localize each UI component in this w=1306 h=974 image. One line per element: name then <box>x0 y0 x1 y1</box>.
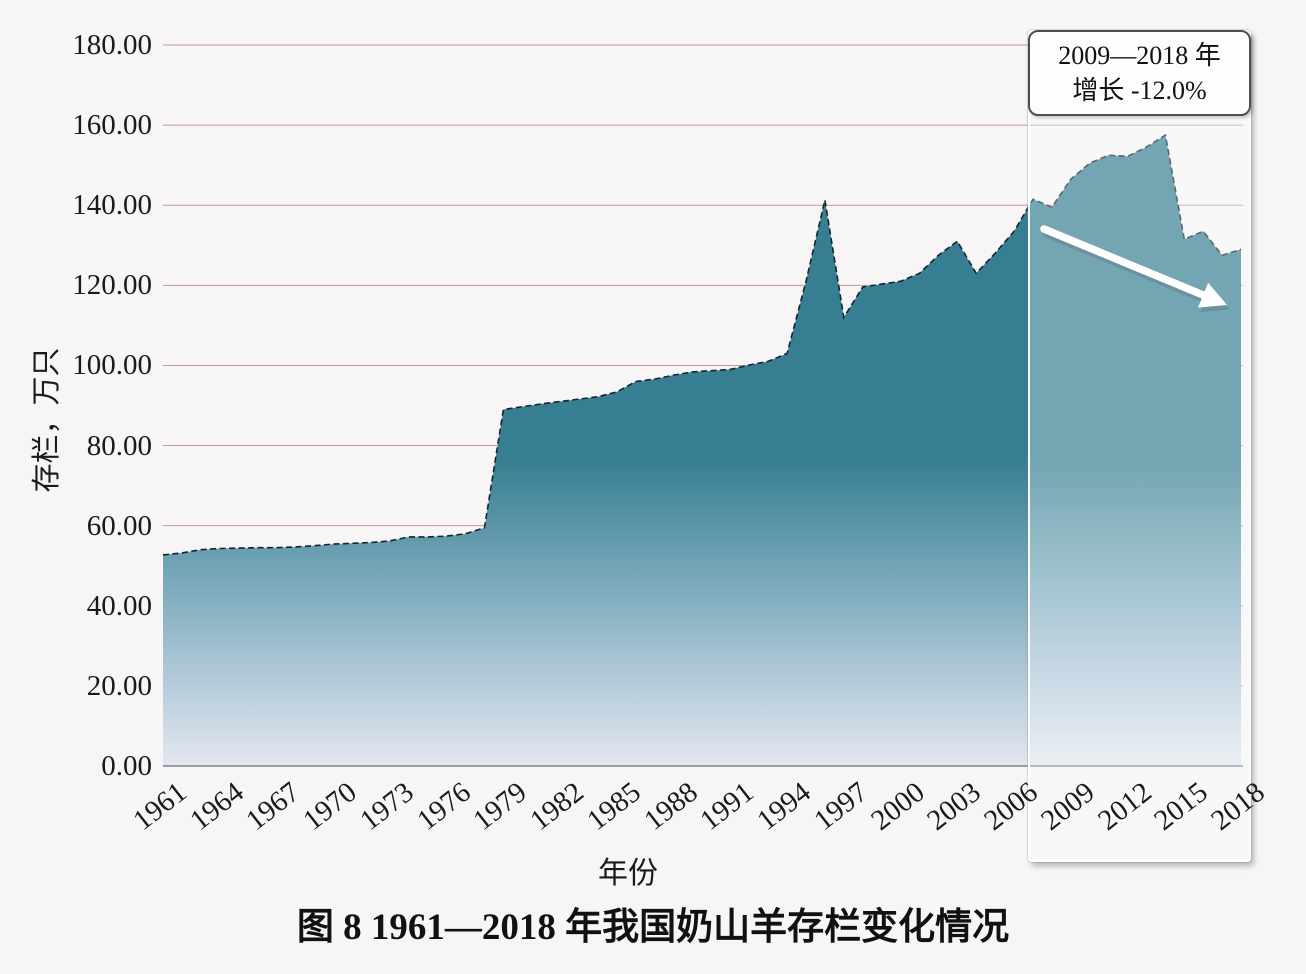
y-tick-label: 140.00 <box>72 189 152 222</box>
y-tick-label: 40.00 <box>86 589 152 622</box>
inventory-series-edge-line <box>162 133 1242 556</box>
y-tick-label: 180.00 <box>72 29 152 61</box>
y-tick-label: 160.00 <box>72 109 152 142</box>
annotation-period-text: 2009—2018 年 <box>1058 41 1221 70</box>
x-axis-title: 年份 <box>598 857 658 890</box>
y-tick-label: 100.00 <box>72 349 152 382</box>
y-tick-label: 20.00 <box>86 669 152 702</box>
y-tick-label: 120.00 <box>72 269 152 302</box>
annotation-callout-box: 2009—2018 年 增长 -12.0% <box>1028 30 1251 116</box>
highlight-range-box-2009-2018 <box>1028 30 1251 862</box>
y-tick-label: 80.00 <box>86 429 152 462</box>
annotation-growth-text: 增长 -12.0% <box>1072 76 1207 105</box>
y-tick-label: 0.00 <box>101 750 152 782</box>
y-tick-label: 60.00 <box>86 509 152 542</box>
inventory-area-series <box>163 135 1241 767</box>
figure-caption: 图 8 1961—2018 年我国奶山羊存栏变化情况 <box>296 907 1010 948</box>
